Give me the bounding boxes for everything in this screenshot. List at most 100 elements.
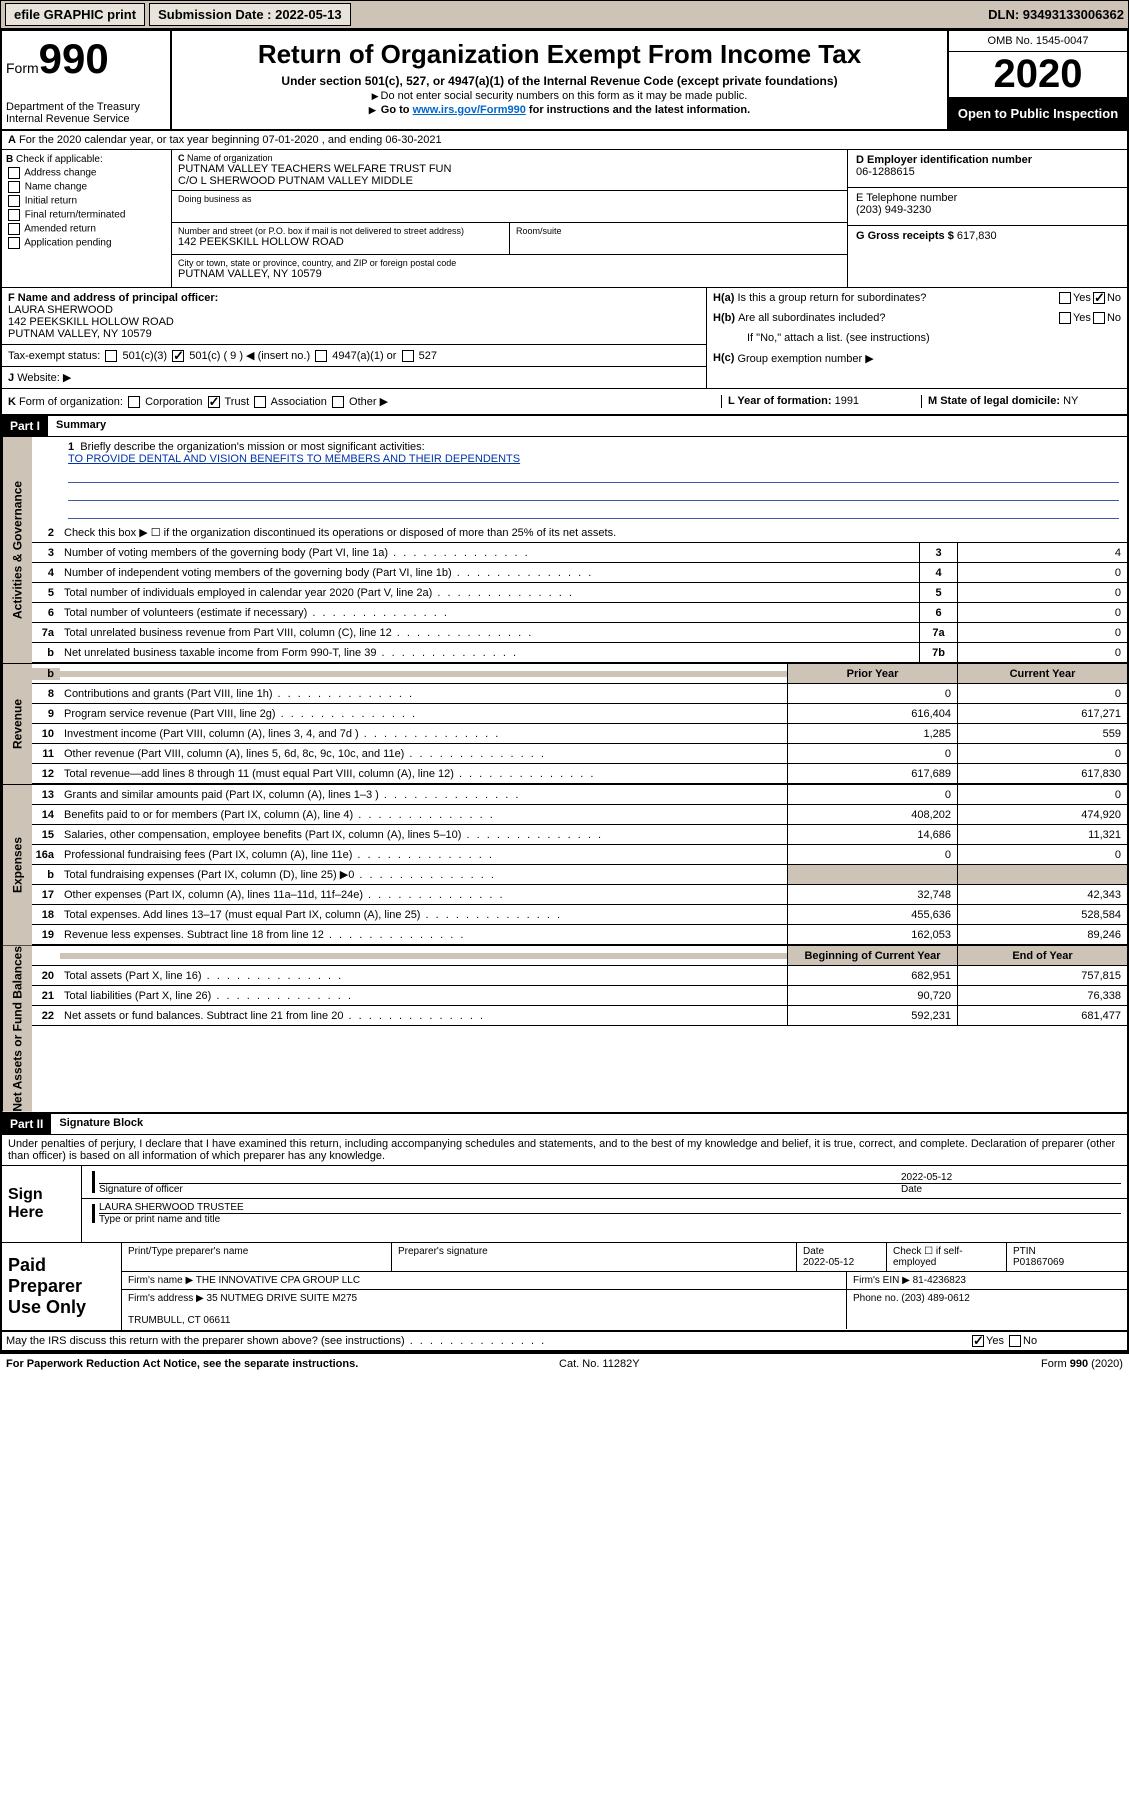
- part1-header-row: Part I Summary: [2, 416, 1127, 437]
- ha-text: Is this a group return for subordinates?: [737, 292, 1057, 304]
- room-label: Room/suite: [516, 226, 841, 236]
- form-number: Form990: [6, 35, 166, 83]
- hc-text: Group exemption number ▶: [737, 352, 873, 365]
- form-subtitle: Under section 501(c), 527, or 4947(a)(1)…: [180, 74, 939, 88]
- gross-label: G Gross receipts $: [856, 230, 954, 242]
- paid-preparer-label: Paid Preparer Use Only: [2, 1243, 122, 1330]
- footer-left: For Paperwork Reduction Act Notice, see …: [6, 1358, 358, 1370]
- discuss-no[interactable]: [1009, 1335, 1021, 1347]
- assoc-checkbox[interactable]: [254, 396, 266, 408]
- summary-row: bNet unrelated business taxable income f…: [32, 643, 1127, 663]
- corp-checkbox[interactable]: [128, 396, 140, 408]
- prep-date-hdr: Date: [803, 1246, 824, 1257]
- section-bcd: B Check if applicable: Address change Na…: [2, 150, 1127, 288]
- summary-row: 20Total assets (Part X, line 16)682,9517…: [32, 966, 1127, 986]
- declaration: Under penalties of perjury, I declare th…: [2, 1135, 1127, 1166]
- website-label: Website: ▶: [17, 372, 71, 384]
- vtab-governance: Activities & Governance: [2, 437, 32, 663]
- gross-value: 617,830: [957, 230, 997, 242]
- part2-title: Signature Block: [51, 1114, 151, 1134]
- trust-checkbox[interactable]: [208, 396, 220, 408]
- department: Department of the Treasury Internal Reve…: [6, 101, 166, 125]
- summary-row: 4Number of independent voting members of…: [32, 563, 1127, 583]
- hb-text: Are all subordinates included?: [738, 312, 1057, 324]
- dln: DLN: 93493133006362: [988, 7, 1124, 22]
- prep-self-hdr: Check ☐ if self-employed: [887, 1243, 1007, 1271]
- 501c3-checkbox[interactable]: [105, 350, 117, 362]
- year-formation: 1991: [835, 395, 859, 407]
- footer-right: Form 990 (2020): [1041, 1358, 1123, 1370]
- firm-phone-label: Phone no.: [853, 1293, 899, 1304]
- preparer-section: Paid Preparer Use Only Print/Type prepar…: [2, 1243, 1127, 1332]
- hb-yes[interactable]: [1059, 312, 1071, 324]
- line-a-text: For the 2020 calendar year, or tax year …: [19, 134, 442, 146]
- sig-officer-label: Signature of officer: [99, 1183, 901, 1195]
- 501c-checkbox[interactable]: [172, 350, 184, 362]
- 527-label: 527: [419, 350, 437, 362]
- revenue-section: Revenue bPrior YearCurrent Year 8Contrib…: [2, 664, 1127, 785]
- summary-row: 8Contributions and grants (Part VIII, li…: [32, 684, 1127, 704]
- org-name: PUTNAM VALLEY TEACHERS WELFARE TRUST FUN…: [178, 163, 841, 187]
- summary-row: 12Total revenue—add lines 8 through 11 (…: [32, 764, 1127, 784]
- box-c: C Name of organization PUTNAM VALLEY TEA…: [172, 150, 847, 287]
- part1-badge: Part I: [2, 416, 48, 436]
- irs-link[interactable]: www.irs.gov/Form990: [413, 104, 526, 116]
- other-checkbox[interactable]: [332, 396, 344, 408]
- box-b-item[interactable]: Name change: [6, 181, 167, 193]
- box-b-item[interactable]: Address change: [6, 167, 167, 179]
- firm-name-label: Firm's name ▶: [128, 1275, 193, 1286]
- ptin-value: P01867069: [1013, 1257, 1064, 1268]
- firm-name: THE INNOVATIVE CPA GROUP LLC: [196, 1275, 360, 1286]
- discuss-yes[interactable]: [972, 1335, 984, 1347]
- summary-row: 22Net assets or fund balances. Subtract …: [32, 1006, 1127, 1026]
- sign-here-label: Sign Here: [2, 1166, 82, 1242]
- 527-checkbox[interactable]: [402, 350, 414, 362]
- assoc-label: Association: [271, 396, 327, 408]
- box-j: J Website: ▶: [2, 367, 706, 388]
- firm-ein: 81-4236823: [913, 1275, 966, 1286]
- officer-label: F Name and address of principal officer:: [8, 292, 700, 304]
- summary-row: 9Program service revenue (Part VIII, lin…: [32, 704, 1127, 724]
- prep-date: 2022-05-12: [803, 1257, 854, 1268]
- part2-badge: Part II: [2, 1114, 51, 1134]
- sig-name: LAURA SHERWOOD TRUSTEE: [99, 1202, 1121, 1213]
- summary-row: bTotal fundraising expenses (Part IX, co…: [32, 865, 1127, 885]
- summary-row: 5Total number of individuals employed in…: [32, 583, 1127, 603]
- box-b-item[interactable]: Amended return: [6, 223, 167, 235]
- hb-no[interactable]: [1093, 312, 1105, 324]
- 4947-checkbox[interactable]: [315, 350, 327, 362]
- box-b-item[interactable]: Application pending: [6, 237, 167, 249]
- box-b-label: Check if applicable:: [16, 154, 103, 165]
- box-b: B Check if applicable: Address change Na…: [2, 150, 172, 287]
- box-f: F Name and address of principal officer:…: [2, 288, 706, 345]
- ha-yes[interactable]: [1059, 292, 1071, 304]
- efile-button[interactable]: efile GRAPHIC print: [5, 3, 145, 26]
- beg-year-hdr: Beginning of Current Year: [787, 946, 957, 965]
- end-year-hdr: End of Year: [957, 946, 1127, 965]
- summary-row: 7aTotal unrelated business revenue from …: [32, 623, 1127, 643]
- street-label: Number and street (or P.O. box if mail i…: [178, 226, 503, 236]
- line-a: A For the 2020 calendar year, or tax yea…: [2, 131, 1127, 150]
- box-b-item[interactable]: Initial return: [6, 195, 167, 207]
- ein-value: 06-1288615: [856, 166, 1119, 178]
- summary-row: 6Total number of volunteers (estimate if…: [32, 603, 1127, 623]
- vtab-netassets: Net Assets or Fund Balances: [2, 946, 32, 1112]
- prior-year-hdr: Prior Year: [787, 664, 957, 683]
- header-left: Form990 Department of the Treasury Inter…: [2, 31, 172, 129]
- note-link: Go to www.irs.gov/Form990 for instructio…: [180, 104, 939, 116]
- box-h: H(a) Is this a group return for subordin…: [707, 288, 1127, 388]
- dba-label: Doing business as: [178, 194, 841, 204]
- box-b-item[interactable]: Final return/terminated: [6, 209, 167, 221]
- expenses-section: Expenses 13Grants and similar amounts pa…: [2, 785, 1127, 946]
- tax-year: 2020: [949, 52, 1127, 98]
- ha-no[interactable]: [1093, 292, 1105, 304]
- sig-date: 2022-05-12: [901, 1172, 1121, 1183]
- summary-row: 10Investment income (Part VIII, column (…: [32, 724, 1127, 744]
- hb-note: If "No," attach a list. (see instruction…: [747, 332, 930, 344]
- year-formation-label: L Year of formation:: [728, 395, 832, 407]
- summary-row: 13Grants and similar amounts paid (Part …: [32, 785, 1127, 805]
- firm-ein-label: Firm's EIN ▶: [853, 1275, 910, 1286]
- note-ssn: Do not enter social security numbers on …: [180, 90, 939, 102]
- vtab-expenses: Expenses: [2, 785, 32, 945]
- omb-number: OMB No. 1545-0047: [949, 31, 1127, 52]
